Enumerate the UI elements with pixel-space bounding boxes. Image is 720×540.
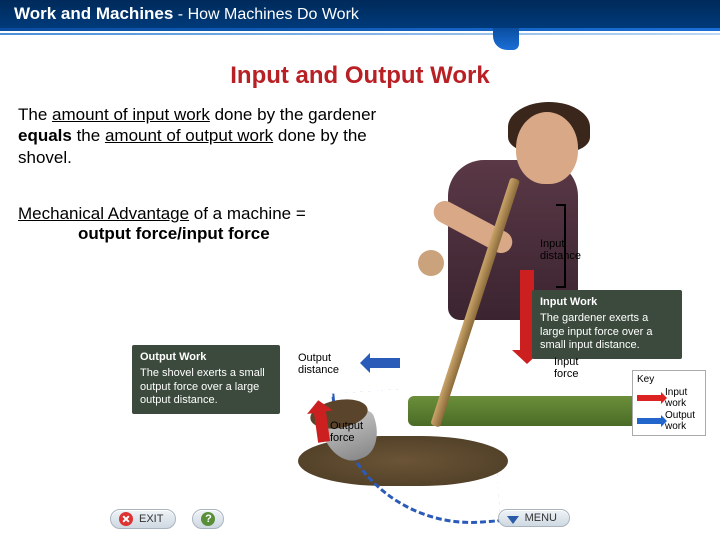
header-rule: [0, 28, 720, 54]
input-distance-label: Inputdistance: [540, 238, 600, 262]
key-title: Key: [637, 374, 701, 385]
output-caption-text: The shovel exerts a small output force o…: [140, 367, 272, 408]
header-separator: -: [178, 6, 188, 23]
output-caption-title: Output Work: [140, 351, 272, 365]
menu-button[interactable]: MENU: [498, 509, 570, 527]
key-output-arrow-icon: [637, 418, 661, 424]
mechanical-advantage-text: Mechanical Advantage of a machine = outp…: [18, 204, 398, 244]
exit-label: EXIT: [139, 513, 163, 525]
input-work-caption: Input Work The gardener exerts a large i…: [532, 290, 682, 359]
exit-button[interactable]: EXIT: [110, 509, 176, 529]
help-button[interactable]: ?: [192, 509, 224, 529]
key-input-arrow-icon: [637, 395, 661, 401]
output-force-label: Outputforce: [330, 420, 380, 444]
help-icon: ?: [201, 512, 215, 526]
input-caption-title: Input Work: [540, 296, 674, 310]
input-caption-text: The gardener exerts a large input force …: [540, 312, 674, 353]
input-force-label: Inputforce: [554, 356, 594, 380]
main-title: Input and Output Work: [0, 62, 720, 90]
key-output-label: Outputwork: [665, 410, 695, 432]
menu-icon: [507, 516, 519, 524]
key-input-label: Inputwork: [665, 387, 687, 409]
header-subtitle: How Machines Do Work: [188, 6, 359, 23]
legend-key: Key Inputwork Outputwork: [632, 370, 706, 436]
header-title: Work and Machines: [14, 4, 173, 23]
exit-icon: [119, 512, 133, 526]
slide-header: Work and Machines - How Machines Do Work: [0, 0, 720, 28]
menu-label: MENU: [525, 512, 557, 524]
body-text: The amount of input work done by the gar…: [18, 104, 398, 168]
footer-nav: EXIT ? MENU: [0, 504, 720, 534]
output-distance-label: Outputdistance: [298, 352, 348, 376]
output-work-caption: Output Work The shovel exerts a small ou…: [132, 345, 280, 414]
